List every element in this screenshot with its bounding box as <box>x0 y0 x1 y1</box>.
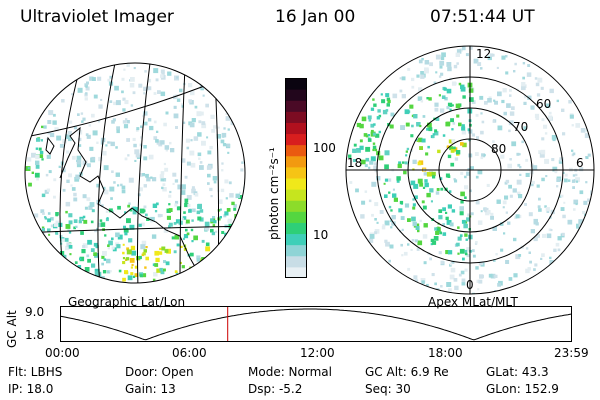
altitude-curve <box>60 308 572 341</box>
polar-plot <box>345 45 595 295</box>
lat-label-60: 60 <box>536 97 552 111</box>
mlt-label-12: 12 <box>476 47 492 61</box>
alt-xtick-0: 00:00 <box>45 346 80 360</box>
lat-label-70: 70 <box>513 120 529 134</box>
info-glat: GLat: 43.3 <box>486 365 549 379</box>
alt-ylabel: GC Alt <box>5 310 19 348</box>
info-filter: Flt: LBHS <box>8 365 63 379</box>
colorbar <box>285 78 307 278</box>
instrument-title: Ultraviolet Imager <box>20 7 174 27</box>
coastline-island <box>45 136 55 155</box>
info-gain: Gain: 13 <box>125 382 176 396</box>
date-label: 16 Jan 00 <box>275 7 356 27</box>
colorbar-unit-label: photon cm⁻²s⁻¹ <box>267 147 281 240</box>
alt-xtick-1: 06:00 <box>172 346 207 360</box>
lat-label-80: 80 <box>491 142 507 156</box>
info-mode: Mode: Normal <box>248 365 332 379</box>
geographic-image <box>24 62 246 284</box>
info-ip: IP: 18.0 <box>8 382 54 396</box>
time-label: 07:51:44 UT <box>430 7 535 27</box>
colorbar-tick-100: 100 <box>313 141 336 155</box>
geo-panel-label: Geographic Lat/Lon <box>68 295 186 309</box>
info-dsp: Dsp: -5.2 <box>248 382 303 396</box>
info-seq: Seq: 30 <box>365 382 411 396</box>
alt-ytick-bottom: 1.8 <box>25 328 45 342</box>
mlt-label-18: 18 <box>347 156 363 170</box>
alt-xtick-4: 23:59 <box>554 346 589 360</box>
colorbar-tick-10: 10 <box>313 228 329 242</box>
mlt-label-6: 6 <box>576 156 584 170</box>
info-glon: GLon: 152.9 <box>486 382 559 396</box>
info-door: Door: Open <box>125 365 194 379</box>
altitude-plot <box>60 306 572 342</box>
polar-panel-label: Apex MLat/MLT <box>428 295 518 309</box>
alt-xtick-3: 18:00 <box>428 346 463 360</box>
mlt-label-0: 0 <box>466 278 474 292</box>
coastline <box>59 126 207 283</box>
alt-ytick-top: 9.0 <box>25 305 45 319</box>
alt-xtick-2: 12:00 <box>300 346 335 360</box>
info-gc-alt: GC Alt: 6.9 Re <box>365 365 449 379</box>
